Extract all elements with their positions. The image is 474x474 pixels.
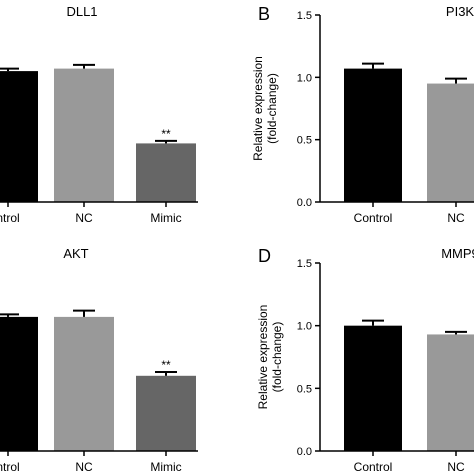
y-axis-label: Relative expression xyxy=(251,56,265,161)
chart-title: DLL1 xyxy=(66,4,97,19)
y-tick-label: 0.5 xyxy=(297,135,312,147)
bar xyxy=(427,83,474,202)
x-tick-label: ntrol xyxy=(0,211,20,225)
bar xyxy=(54,68,114,203)
bar xyxy=(427,334,474,451)
bar xyxy=(136,143,196,202)
x-tick-label: Mimic xyxy=(150,211,181,225)
chart-title: PI3K xyxy=(446,4,474,19)
y-axis-label-units: (fold-change) xyxy=(265,73,279,144)
chart-title: MMP9 xyxy=(441,246,474,261)
bar xyxy=(344,68,402,203)
y-tick-label: 0.0 xyxy=(297,197,312,209)
y-tick-label: 1.5 xyxy=(297,258,312,270)
x-tick-label: NC xyxy=(447,211,465,225)
x-tick-label: Mimic xyxy=(150,460,181,474)
bar xyxy=(0,71,38,202)
panel-label: B xyxy=(258,4,270,24)
y-tick-label: 1.0 xyxy=(297,321,312,333)
bar xyxy=(0,316,38,451)
y-tick-label: 0.5 xyxy=(297,383,312,395)
x-tick-label: Control xyxy=(354,211,393,225)
significance-label: ** xyxy=(161,127,171,141)
y-tick-label: 1.5 xyxy=(297,10,312,22)
x-tick-label: NC xyxy=(75,211,93,225)
bar xyxy=(54,316,114,451)
y-tick-label: 1.0 xyxy=(297,72,312,84)
x-tick-label: NC xyxy=(75,460,93,474)
y-axis-label-units: (fold-change) xyxy=(270,322,284,393)
bar xyxy=(344,325,402,451)
x-tick-label: ntrol xyxy=(0,460,20,474)
x-tick-label: NC xyxy=(447,460,465,474)
y-tick-label: 0.0 xyxy=(297,446,312,458)
x-tick-label: Control xyxy=(354,460,393,474)
panel-label: D xyxy=(258,246,271,266)
bar xyxy=(136,375,196,451)
y-axis-label: Relative expression xyxy=(256,305,270,410)
chart-title: AKT xyxy=(63,246,88,261)
significance-label: ** xyxy=(161,358,171,372)
